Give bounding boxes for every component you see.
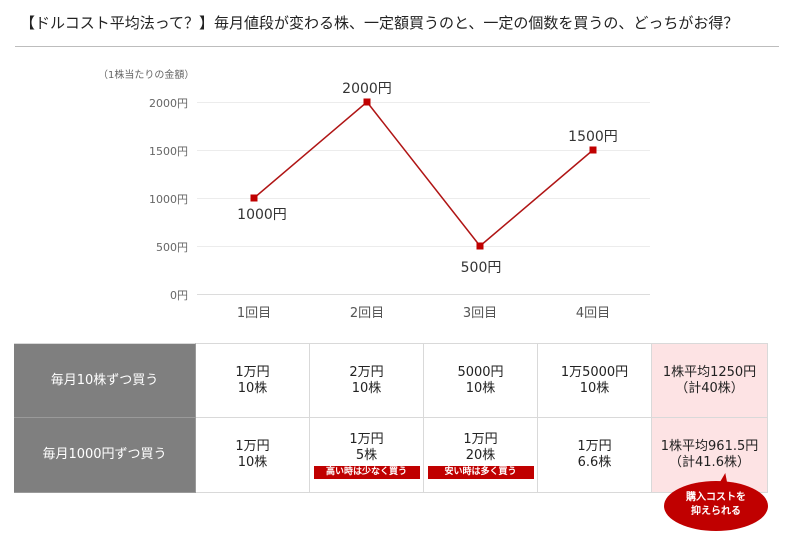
- table-row-fixed-amount: 毎月1000円ずつ買う 1万円 10株 1万円 5株 高い時は少なく買う 1万円…: [14, 418, 768, 493]
- cell-amount: 5000円: [457, 364, 504, 380]
- cell-shares: 10株: [237, 380, 268, 396]
- row-header-text: 毎月1000円ずつ買う: [42, 447, 167, 462]
- y-tick-1000: 1000円: [149, 193, 188, 206]
- summary-average: 1株平均961.5円: [660, 439, 759, 454]
- table-cell: 1万5000円 10株: [538, 343, 652, 418]
- table-cell: 1万円 10株: [196, 418, 310, 493]
- y-axis-unit-label: （1株当たりの金額）: [98, 70, 195, 81]
- summary-total: （計40株）: [675, 380, 744, 396]
- cell-shares: 10株: [465, 380, 496, 396]
- cell-amount: 1万5000円: [560, 364, 629, 380]
- note-badge-buy-less: 高い時は少なく買う: [313, 466, 420, 479]
- title-divider: [15, 46, 779, 47]
- page-title: 【ドルコスト平均法って？】毎月値段が変わる株、一定額買うのと、一定の個数を買うの…: [20, 14, 739, 32]
- y-tick-1500: 1500円: [149, 145, 188, 158]
- data-label-2: 2000円: [342, 81, 392, 97]
- data-label-4: 1500円: [568, 129, 618, 145]
- callout-bubble: [664, 481, 768, 531]
- table-cell: 1万円 10株: [196, 343, 310, 418]
- table-row-fixed-shares: 毎月10株ずつ買う 1万円 10株 2万円 10株 5000円 10株 1万50…: [14, 343, 768, 418]
- chart-plot-area: [197, 98, 650, 295]
- cell-shares: 6.6株: [577, 455, 612, 470]
- summary-cell: 1株平均961.5円 （計41.6株）: [652, 418, 768, 493]
- x-tick-4: 4回目: [575, 306, 611, 321]
- gridlines: [197, 102, 650, 295]
- y-tick-500: 500円: [156, 241, 188, 254]
- y-tick-0: 0円: [170, 289, 188, 302]
- cell-amount: 1万円: [235, 364, 270, 380]
- cell-shares: 10株: [351, 380, 382, 396]
- cell-shares: 10株: [579, 380, 610, 396]
- cell-amount: 1万円: [349, 432, 384, 447]
- cell-shares: 5株: [355, 448, 378, 463]
- callout-line-2: 抑えられる: [691, 506, 741, 517]
- row-header: 毎月10株ずつ買う: [14, 343, 196, 418]
- x-tick-3: 3回目: [462, 306, 498, 321]
- data-label-3: 500円: [460, 260, 502, 276]
- y-tick-2000: 2000円: [149, 97, 188, 110]
- summary-cell: 1株平均1250円 （計40株）: [652, 343, 768, 418]
- price-line-chart: （1株当たりの金額） 2000円 1500円 1000円 500円 0円 1回目…: [98, 70, 650, 321]
- row-header-text: 毎月10株ずつ買う: [50, 372, 159, 388]
- price-series-line: [253, 100, 594, 248]
- cell-amount: 1万円: [463, 432, 498, 447]
- summary-average: 1株平均1250円: [662, 364, 757, 380]
- x-tick-1: 1回目: [236, 306, 272, 321]
- comparison-table: 毎月10株ずつ買う 1万円 10株 2万円 10株 5000円 10株 1万50…: [14, 343, 768, 493]
- summary-total: （計41.6株）: [669, 455, 750, 470]
- cell-shares: 10株: [237, 455, 268, 470]
- table-cell: 2万円 10株: [310, 343, 424, 418]
- row-header: 毎月1000円ずつ買う: [14, 418, 196, 493]
- table-cell: 1万円 20株 安い時は多く買う: [424, 418, 538, 493]
- cell-amount: 2万円: [349, 364, 384, 380]
- data-point-markers: [250, 98, 597, 250]
- data-label-1: 1000円: [237, 207, 287, 223]
- cell-amount: 1万円: [235, 439, 270, 454]
- cell-shares: 20株: [465, 448, 496, 463]
- table-cell: 1万円 5株 高い時は少なく買う: [310, 418, 424, 493]
- table-cell: 5000円 10株: [424, 343, 538, 418]
- cost-reduction-callout: 購入コストを 抑えられる: [664, 473, 770, 531]
- note-badge-buy-more: 安い時は多く買う: [427, 466, 534, 479]
- callout-line-1: 購入コストを: [686, 492, 746, 503]
- cell-amount: 1万円: [577, 439, 612, 454]
- callout-text: 購入コストを 抑えられる: [664, 491, 768, 519]
- x-tick-2: 2回目: [349, 306, 385, 321]
- table-cell: 1万円 6.6株: [538, 418, 652, 493]
